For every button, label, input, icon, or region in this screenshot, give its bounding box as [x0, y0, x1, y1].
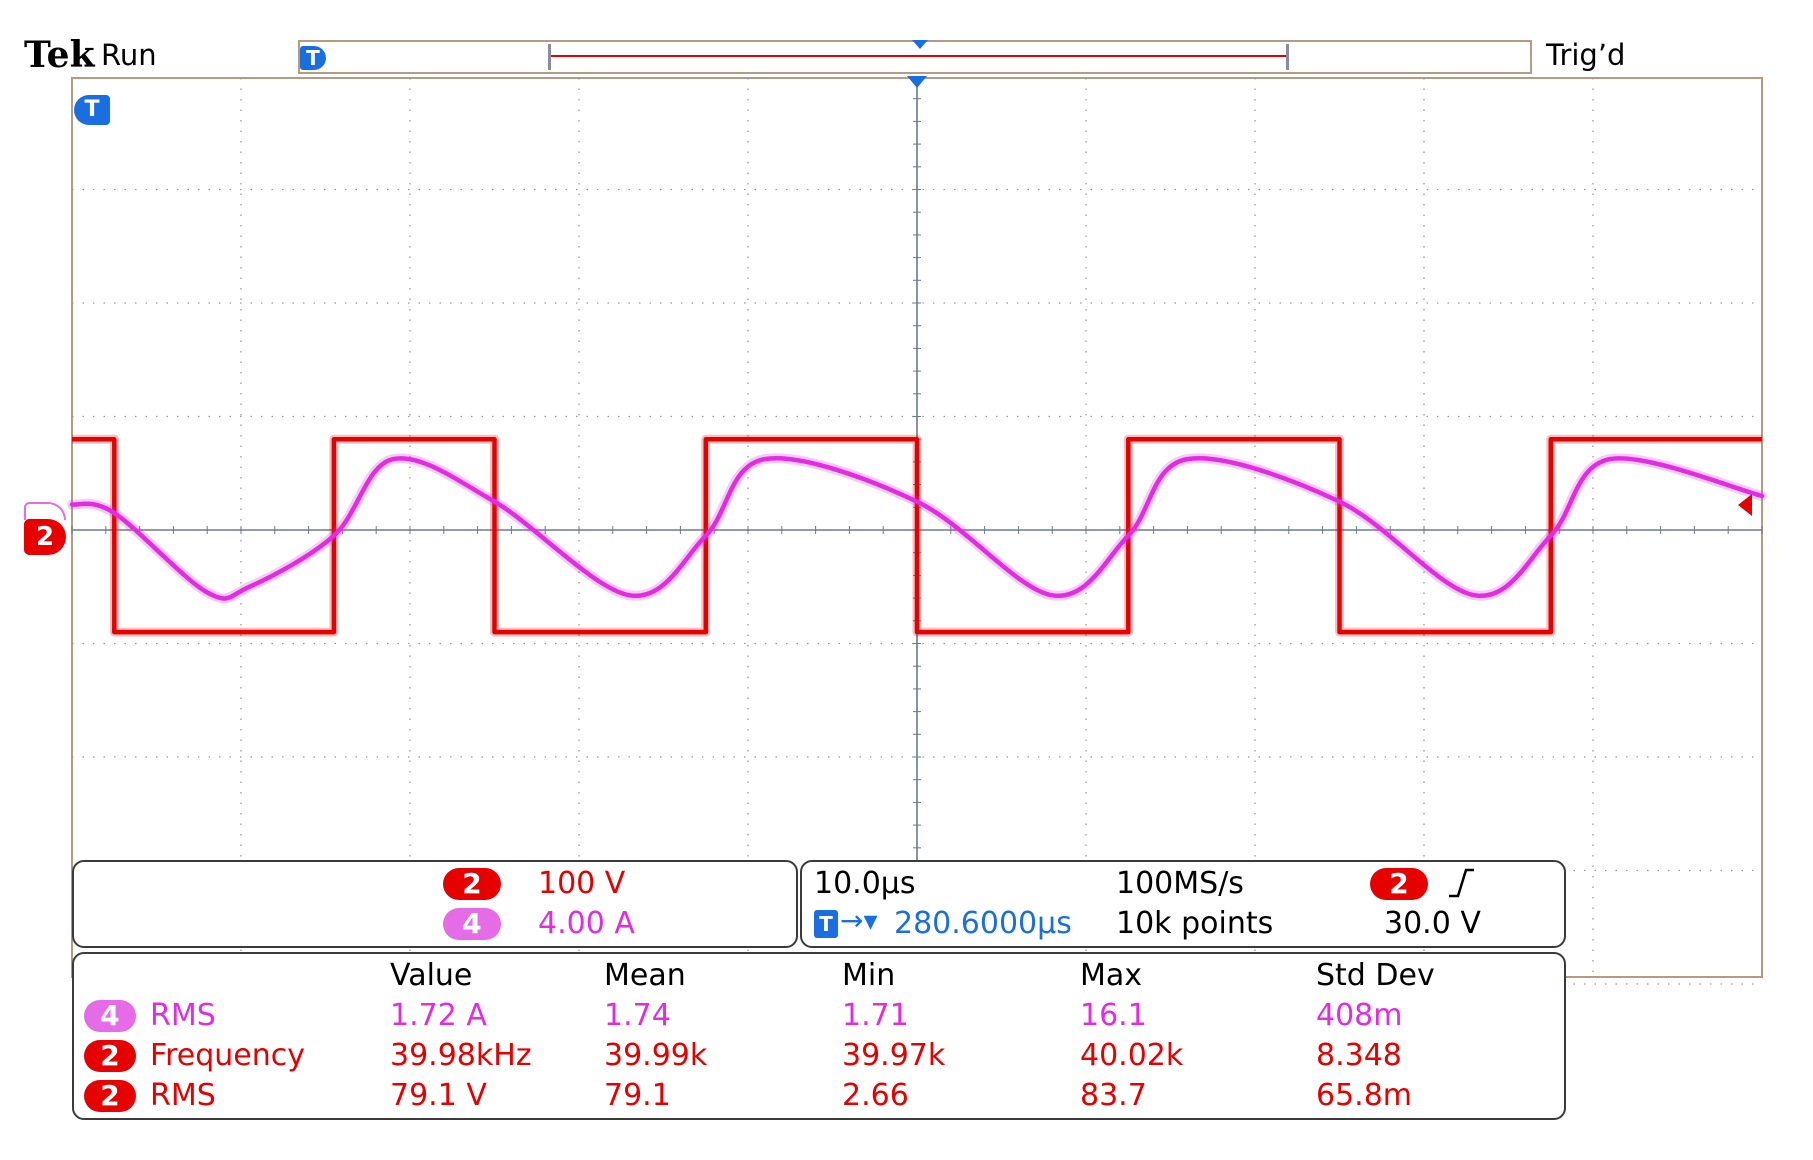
display-t-icon: T [74, 95, 110, 125]
measurements-panel: Value Mean Min Max Std Dev 4 RMS 1.72 A 1.74 1.7… [72, 952, 1566, 1120]
ch4-scale-badge-label: 4 [462, 907, 482, 940]
run-state: Run [101, 38, 157, 72]
measurement-value: 40.02k [1080, 1038, 1184, 1073]
measurement-value: 1.74 [604, 998, 671, 1033]
trigger-level[interactable]: 30.0 V [1384, 906, 1481, 941]
measurement-header-std-dev: Std Dev [1316, 958, 1435, 993]
trigger-time-marker [907, 76, 927, 88]
trigger-state: Trig’d [1546, 38, 1626, 72]
channel-scale-panel: 2 100 V 4 4.00 A [72, 860, 798, 948]
measurement-value: 1.72 A [390, 998, 487, 1033]
ch4-waveform [69, 456, 1765, 601]
brand-logo: Tek [24, 34, 95, 76]
trigger-source-badge[interactable]: 2 [1370, 868, 1428, 900]
ch2-marker-label: 2 [35, 522, 55, 552]
record-window-line [551, 55, 1286, 57]
measurement-value: 8.348 [1316, 1038, 1402, 1073]
measurement-channel-badge[interactable]: 2 [84, 1080, 136, 1112]
measurement-value: 39.98kHz [390, 1038, 532, 1073]
ch2-scale-badge[interactable]: 2 [443, 868, 501, 900]
ch2-waveform [72, 436, 1762, 635]
measurement-value: 39.99k [604, 1038, 708, 1073]
waveform-traces [67, 434, 1767, 637]
trigger-position-t-icon: T [814, 910, 838, 938]
measurement-header-mean: Mean [604, 958, 686, 993]
record-overview-bar[interactable]: T [298, 40, 1532, 74]
measurement-header-max: Max [1080, 958, 1143, 993]
ch2-scale: 100 V [538, 866, 626, 901]
display-markers [907, 76, 927, 88]
record-trigger-marker [912, 40, 928, 49]
ch4-scale-badge[interactable]: 4 [443, 908, 501, 940]
measurement-value: 16.1 [1080, 998, 1147, 1033]
measurement-name: RMS [150, 1078, 216, 1113]
trigger-position-arrow-icon: →▾ [840, 904, 878, 937]
measurement-name: Frequency [150, 1038, 305, 1073]
measurement-name: RMS [150, 998, 216, 1033]
measurement-value: 408m [1316, 998, 1403, 1033]
measurement-value: 1.71 [842, 998, 909, 1033]
rising-edge-icon [1449, 868, 1474, 898]
measurement-header-min: Min [842, 958, 896, 993]
ch2-scale-badge-label: 2 [462, 867, 482, 900]
measurement-header-value: Value [390, 958, 473, 993]
measurement-value: 79.1 V [390, 1078, 487, 1113]
measurement-channel-badge[interactable]: 4 [84, 1000, 136, 1032]
record-length: 10k points [1116, 906, 1274, 941]
sample-rate: 100MS/s [1116, 866, 1244, 901]
trigger-source-label: 2 [1389, 867, 1409, 900]
trigger-level-arrow[interactable] [1738, 494, 1752, 516]
measurement-value: 83.7 [1080, 1078, 1147, 1113]
measurement-value: 65.8m [1316, 1078, 1413, 1113]
trigger-position[interactable]: 280.6000µs [894, 906, 1072, 941]
measurement-value: 2.66 [842, 1078, 909, 1113]
ch2-ground-marker[interactable]: 2 [24, 519, 66, 555]
record-window-bracket[interactable] [548, 44, 1289, 70]
record-start-t-icon: T [300, 46, 326, 70]
measurement-value: 39.97k [842, 1038, 946, 1073]
ch4-scale: 4.00 A [538, 906, 635, 941]
timebase-panel: 10.0µs 100MS/s 2 T →▾ 280.6000µs 10k poi… [800, 860, 1566, 948]
measurement-value: 79.1 [604, 1078, 671, 1113]
measurement-channel-badge[interactable]: 2 [84, 1040, 136, 1072]
time-per-div[interactable]: 10.0µs [814, 866, 916, 901]
